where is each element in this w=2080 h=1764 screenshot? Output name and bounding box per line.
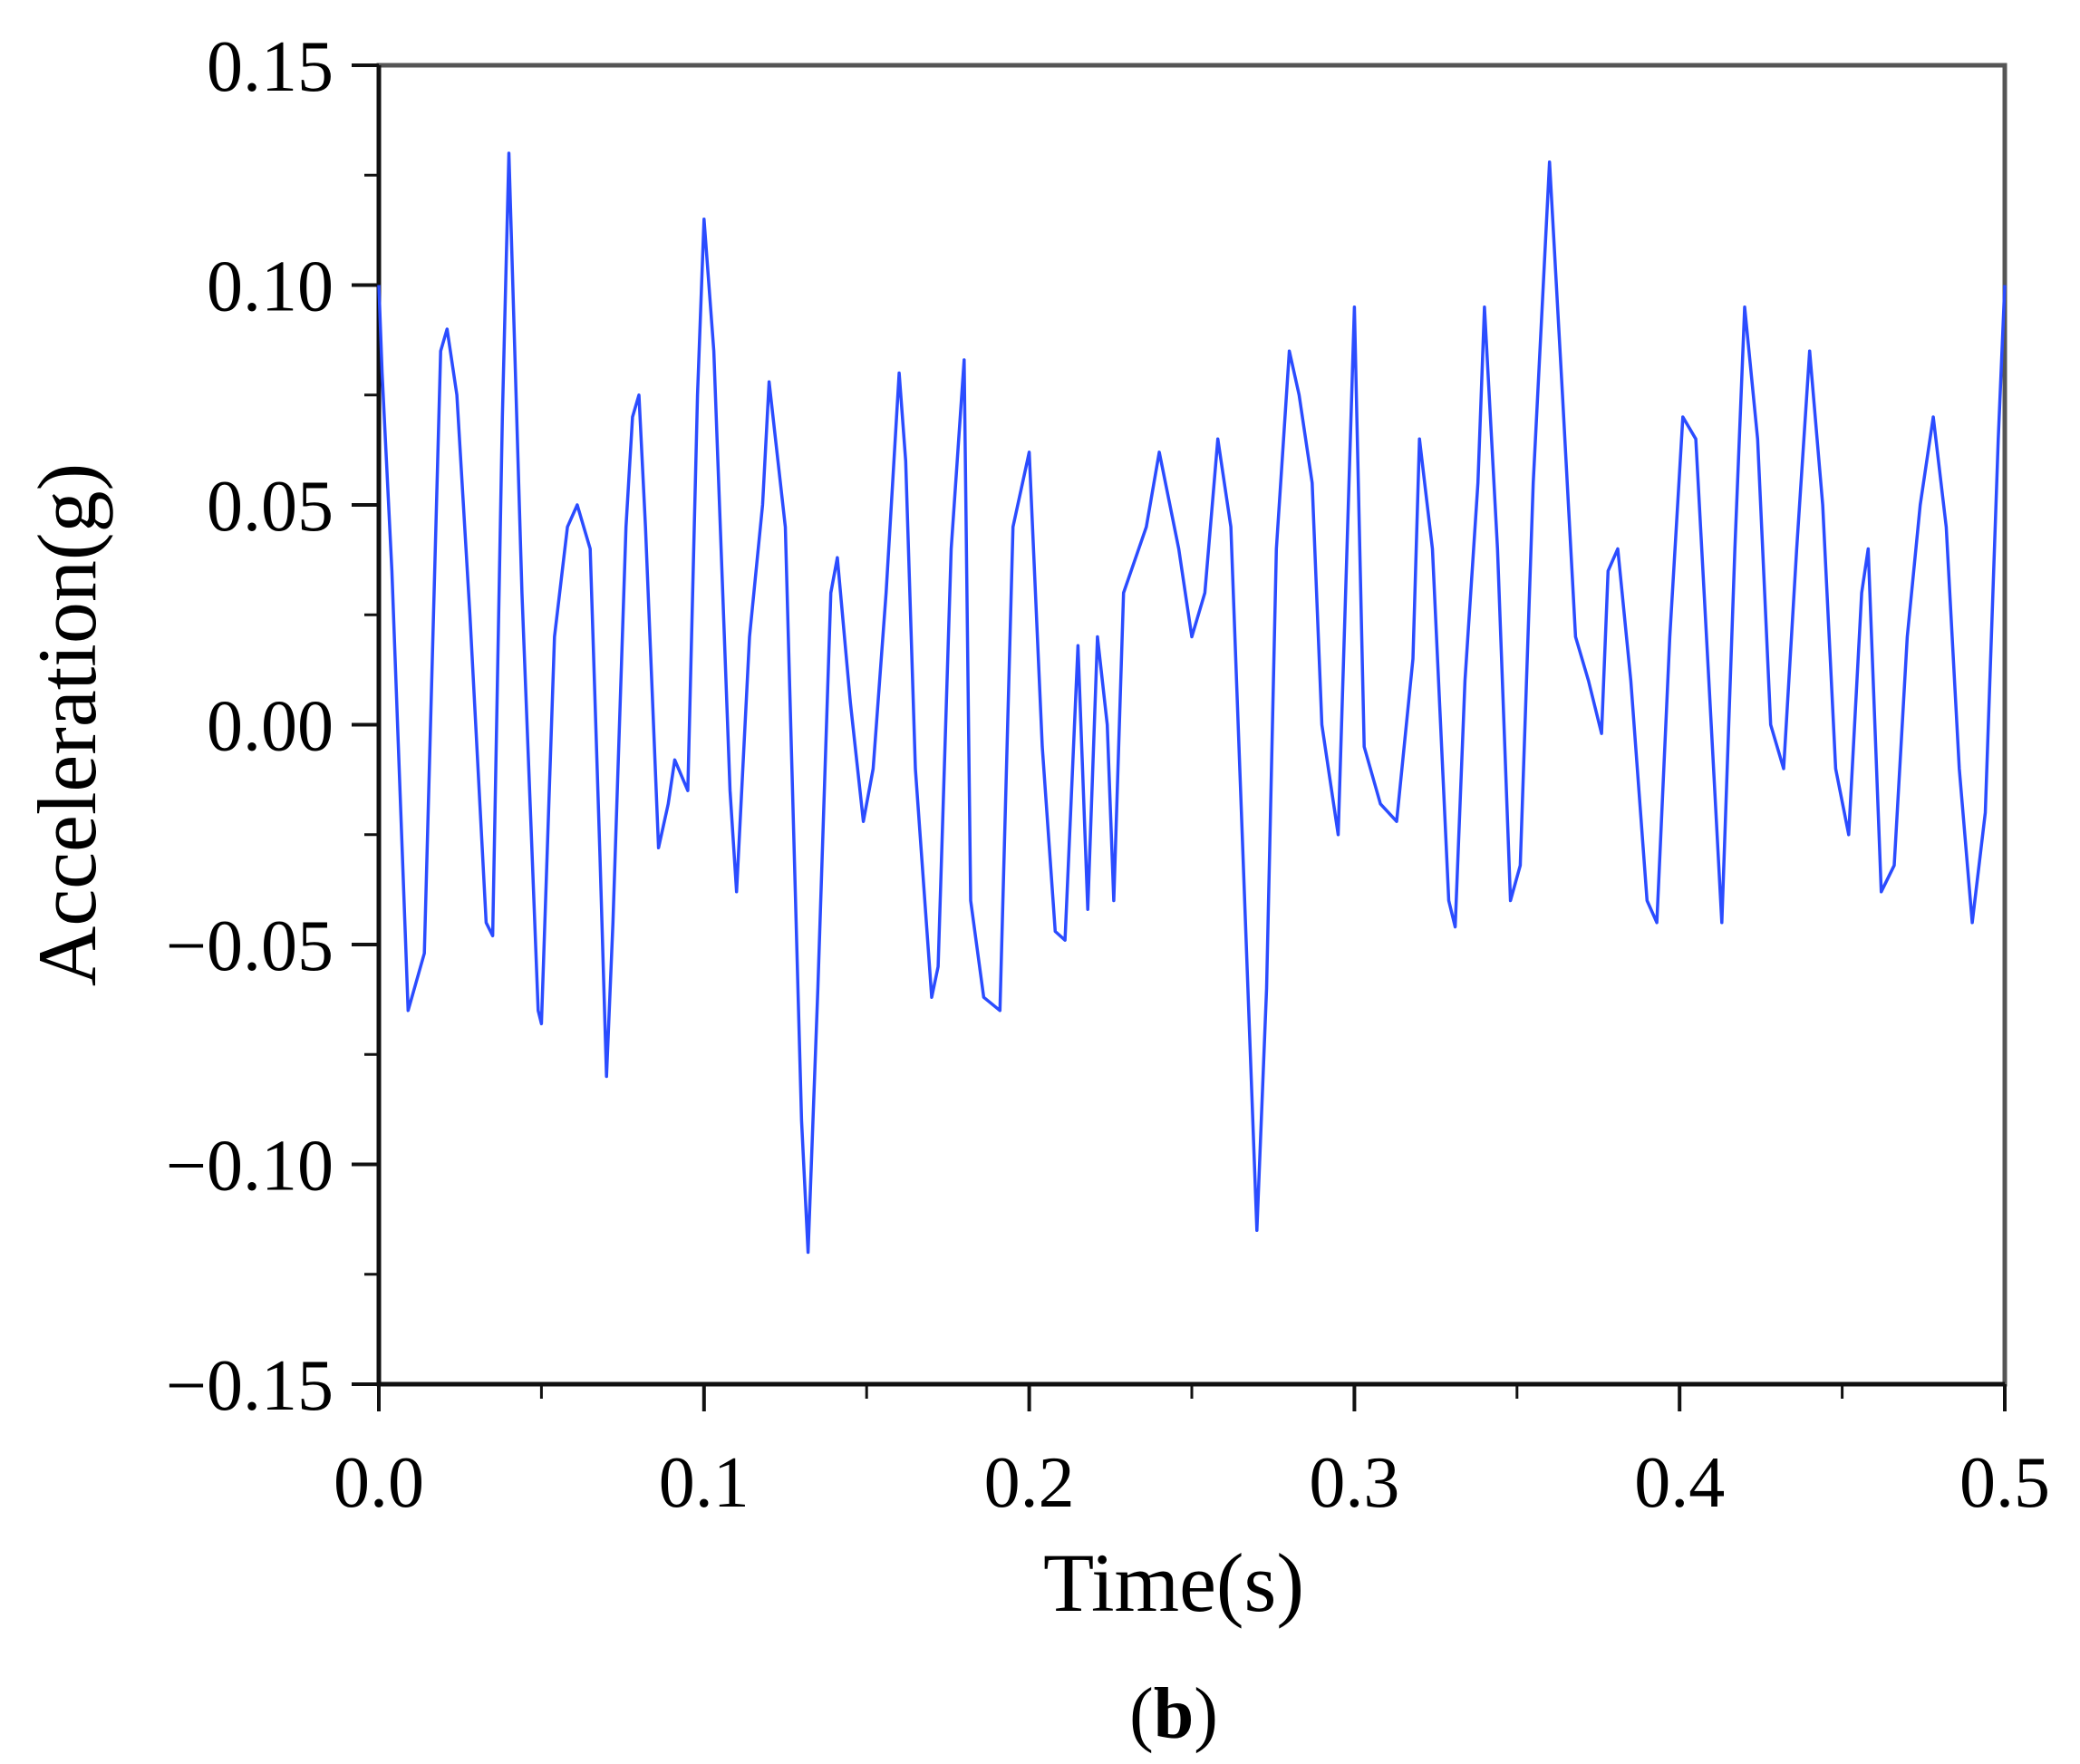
y-tick-label: 0.10 [207, 247, 334, 327]
series-line [377, 151, 2007, 1255]
x-tick-label: 0.2 [984, 1443, 1075, 1523]
y-tick-label: −0.05 [166, 906, 334, 986]
y-tick-label: 0.05 [207, 467, 334, 547]
y-tick-label: 0.00 [207, 687, 334, 767]
y-axis-title: Acceleration(g) [21, 463, 113, 986]
x-tick-label: 0.1 [659, 1443, 750, 1523]
x-tick-label: 0.4 [1634, 1443, 1725, 1523]
x-tick-label: 0.5 [1959, 1443, 2050, 1523]
plot-frame [376, 63, 2007, 1387]
x-tick-label: 0.0 [334, 1443, 424, 1523]
y-axis: −0.15 −0.10 −0.05 0.00 0.05 0.10 0.15 [166, 27, 379, 1426]
plot-border [376, 63, 2007, 1387]
x-axis: 0.0 0.1 0.2 0.3 0.4 0.5 [334, 1384, 2050, 1523]
x-tick-label: 0.3 [1309, 1443, 1399, 1523]
panel-label: (b) [1129, 1674, 1218, 1754]
y-tick-label: −0.10 [166, 1127, 334, 1207]
y-tick-label: −0.15 [166, 1346, 334, 1426]
y-tick-label: 0.15 [207, 27, 334, 107]
x-axis-title: Time(s) [1043, 1536, 1304, 1629]
series-layer [377, 151, 2007, 1255]
